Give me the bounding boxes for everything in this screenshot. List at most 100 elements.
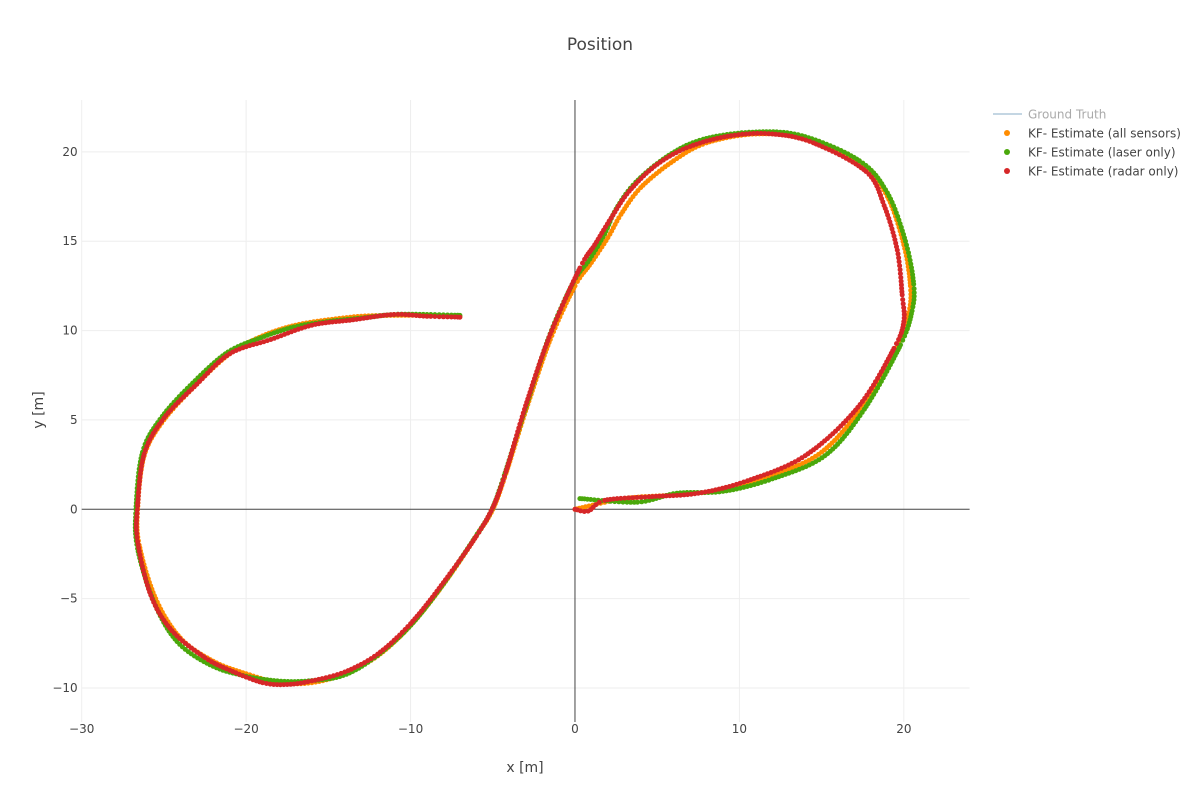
data-point [906,250,911,256]
grid [81,100,970,722]
legend-item-laser-only[interactable]: KF- Estimate (laser only) [1004,146,1176,160]
y-tick-label: 20 [62,145,77,159]
data-point [897,263,903,269]
data-point [580,260,585,266]
data-point [660,493,666,499]
data-point [898,278,904,284]
data-point [424,313,430,319]
data-point [428,313,434,319]
legend-label-ground-truth: Ground Truth [1028,108,1106,122]
data-point [630,495,636,501]
data-point [518,417,524,423]
data-point [618,495,624,501]
data-point [614,496,620,502]
data-point [327,674,333,680]
data-point [897,267,903,273]
data-point [900,297,906,303]
legend-swatch-laser-only [1004,149,1010,155]
x-axis-label: x [m] [506,760,543,776]
data-point [895,251,901,257]
legend-item-all-sensors[interactable]: KF- Estimate (all sensors) [1004,127,1181,141]
data-point [503,469,509,475]
data-point [445,314,450,320]
data-point [399,311,405,317]
data-point [140,567,146,573]
data-point [898,282,904,288]
data-point [751,131,757,136]
x-tick-label: 20 [896,722,911,736]
data-point [581,509,587,514]
legend-label-laser-only: KF- Estimate (laser only) [1028,146,1176,160]
data-point [896,255,902,261]
legend-item-radar-only[interactable]: KF- Estimate (radar only) [1004,165,1179,179]
data-point [900,337,906,343]
legend-item-ground-truth[interactable]: Ground Truth [993,108,1106,122]
chart-title: Position [567,35,633,55]
data-point [897,271,903,277]
data-point [904,242,909,248]
data-point [136,486,142,492]
data-point [911,290,917,296]
x-tick-label: −30 [69,722,94,736]
data-point [810,140,816,146]
data-point [139,563,145,569]
data-point [578,508,583,514]
data-point [626,495,632,501]
data-point [906,254,912,259]
data-point [476,529,482,535]
legend: Ground Truth KF- Estimate (all sensors) … [993,108,1181,179]
y-tick-label: 15 [62,234,77,248]
data-point [440,314,446,320]
data-point [739,131,745,137]
data-point [391,312,397,317]
data-point [457,314,463,320]
zero-lines [81,100,970,722]
data-point [432,314,438,319]
data-point [417,313,423,319]
data-point [901,315,907,321]
data-point [134,511,140,517]
legend-swatch-radar-only [1004,168,1010,174]
data-point [141,451,147,457]
data-point [138,556,144,562]
data-point [905,246,910,252]
data-point [403,312,409,318]
x-tick-label: −10 [398,722,423,736]
data-point [136,490,141,496]
data-point [620,499,626,505]
data-point [896,259,902,265]
data-point [139,560,144,565]
data-point [642,494,648,500]
y-tick-label: −10 [52,681,77,695]
data-point [436,314,442,320]
data-point [674,492,680,498]
y-tick-label: 5 [70,413,78,427]
series-3-markers [133,130,907,688]
data-point [743,131,749,137]
y-tick-label: −5 [60,592,78,606]
data-point [338,670,344,676]
data-point [732,132,738,138]
data-point [670,493,676,499]
data-point [420,313,426,319]
data-point [891,345,897,351]
data-point [624,499,630,505]
data-point [747,131,753,137]
data-point [267,681,273,687]
data-point [766,131,772,137]
data-point [907,257,913,263]
data-point [635,499,640,505]
data-point [309,678,315,684]
data-point [667,493,673,499]
data-point [134,507,140,513]
data-point [136,482,142,488]
data-point [901,305,907,311]
data-point [638,494,644,500]
x-tick-label: 0 [571,722,579,736]
data-point [908,261,914,267]
data-point [596,499,602,505]
data-point [902,333,908,339]
data-point [911,293,917,299]
data-point [628,499,634,505]
data-point [736,132,742,138]
